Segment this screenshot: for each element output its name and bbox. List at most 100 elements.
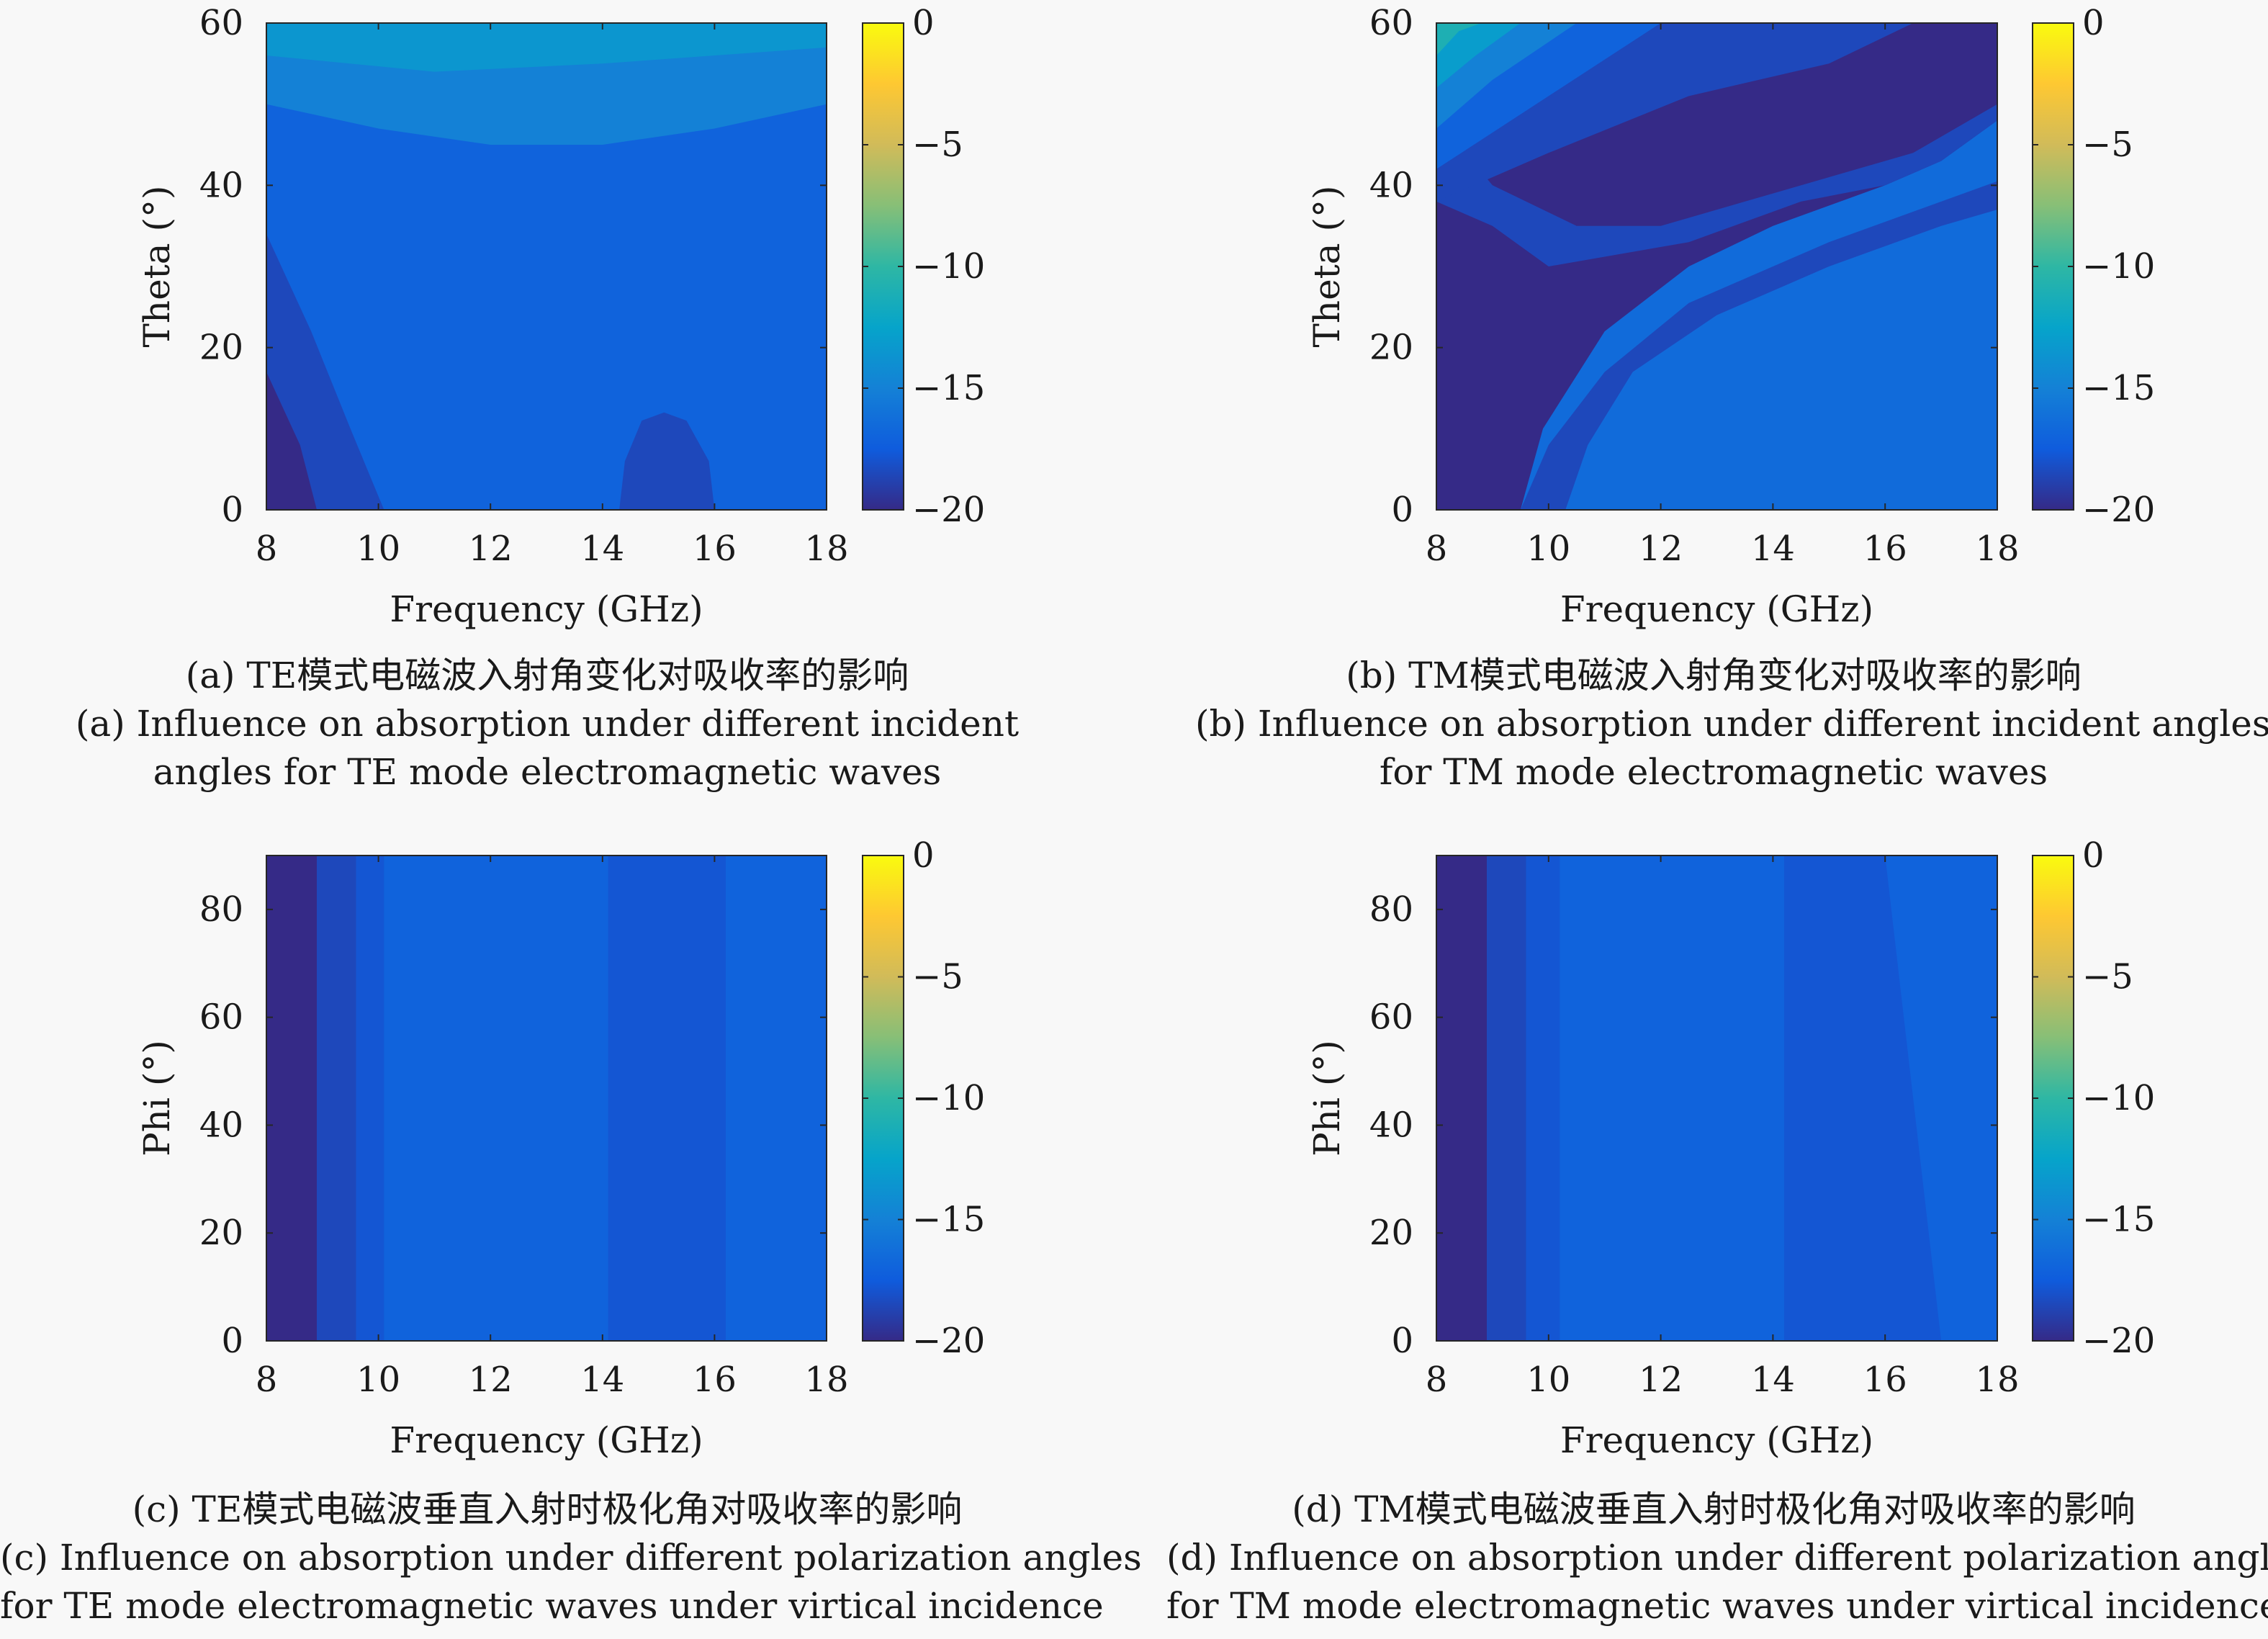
colorbar-tick-label: −20: [912, 1321, 985, 1361]
caption-c-chinese: (c) TE模式电磁波垂直入射时极化角对吸收率的影响: [132, 1488, 963, 1530]
heatmap-region: [1520, 181, 1997, 510]
caption-d-english-line2: for TM mode electromagnetic waves under …: [1166, 1585, 2268, 1627]
x-tick-label: 10: [1526, 1360, 1570, 1400]
x-axis-label: Frequency (GHz): [390, 588, 703, 630]
heatmap-region: [356, 856, 384, 1341]
y-tick-label: 0: [1391, 490, 1413, 530]
caption-b: (b) TM模式电磁波入射角变化对吸收率的影响 (b) Influence on…: [1195, 652, 2268, 796]
x-tick-label: 8: [1426, 529, 1448, 569]
heatmap-region: [1436, 23, 1521, 89]
heatmap-panel-1: 8 10 12 14 16 18 0 20 40 60 Frequency (GHz) Theta (…: [136, 3, 985, 630]
colorbar-tick-label: −20: [912, 490, 985, 530]
x-tick-label: 8: [1426, 1360, 1448, 1400]
x-tick-label: 10: [356, 1360, 400, 1400]
y-tick-label: 0: [221, 1321, 243, 1361]
plot-area: [266, 23, 827, 510]
x-tick-label: 10: [356, 529, 400, 569]
caption-b-english-line2: for TM mode electromagnetic waves: [1379, 751, 2048, 793]
heatmap-region: [619, 412, 715, 510]
plot-area: [1436, 23, 1997, 510]
plot-area: [266, 856, 827, 1341]
x-tick-label: 12: [469, 1360, 513, 1400]
x-tick-label: 18: [804, 1360, 848, 1400]
caption-d-english-line1: (d) Influence on absorption under differ…: [1166, 1537, 2268, 1579]
x-tick-label: 16: [693, 529, 737, 569]
x-tick-label: 18: [1975, 1360, 2019, 1400]
caption-c-english-line2: for TE mode electromagnetic waves under …: [0, 1585, 1104, 1627]
x-tick-label: 10: [1526, 529, 1570, 569]
colorbar-tick-label: −20: [2082, 1321, 2155, 1361]
y-tick-label: 20: [1369, 1213, 1413, 1253]
colorbar-tick-label: 0: [912, 3, 935, 43]
colorbar-tick-label: −10: [2082, 1078, 2155, 1118]
caption-d-chinese: (d) TM模式电磁波垂直入射时极化角对吸收率的影响: [1292, 1488, 2136, 1530]
y-tick-label: 80: [199, 889, 243, 930]
x-tick-label: 16: [1863, 529, 1907, 569]
heatmap-region: [608, 856, 726, 1341]
x-tick-label: 14: [580, 1360, 624, 1400]
axes-frame: [1436, 855, 1998, 1342]
colorbar-tick-label: −5: [2082, 125, 2133, 165]
caption-a-english-line2: angles for TE mode electromagnetic waves: [153, 751, 942, 793]
y-tick-label: 40: [199, 1105, 243, 1145]
axes-frame: [266, 855, 827, 1342]
heatmap-region: [266, 23, 827, 72]
heatmap-region: [1436, 23, 1482, 56]
caption-c-english-line1: (c) Influence on absorption under differ…: [0, 1537, 1142, 1579]
colorbar: [862, 855, 904, 1342]
heatmap-region: [1526, 856, 1560, 1341]
heatmap-panel-4: 8 10 12 14 16 18 0 20 40 60 80 Frequency (GHz) Phi (…: [1306, 835, 2155, 1461]
caption-a: (a) TE模式电磁波入射角变化对吸收率的影响 (a) Influence on…: [43, 652, 1051, 796]
axes-frame: [1436, 22, 1998, 511]
x-tick-label: 16: [693, 1360, 737, 1400]
colorbar-tick-label: −10: [912, 246, 985, 287]
heatmap-panel-2: 8 10 12 14 16 18 0 20 40 60 Frequency (GHz) Theta (…: [1306, 3, 2155, 630]
colorbar: [862, 22, 904, 511]
y-tick-label: 0: [1391, 1321, 1413, 1361]
colorbar-tick-label: 0: [2082, 835, 2105, 876]
x-tick-label: 18: [804, 529, 848, 569]
x-axis-label: Frequency (GHz): [1560, 588, 1873, 630]
x-tick-label: 16: [1863, 1360, 1907, 1400]
y-tick-label: 60: [199, 997, 243, 1038]
colorbar-tick-label: −15: [912, 368, 985, 408]
x-axis-label: Frequency (GHz): [390, 1419, 703, 1461]
x-tick-label: 8: [256, 529, 278, 569]
colorbar-tick-label: −5: [2082, 957, 2133, 997]
colorbar-tick-label: −20: [2082, 490, 2155, 530]
y-tick-label: 20: [199, 328, 243, 368]
y-axis-label: Phi (°): [136, 1040, 178, 1157]
colorbar-tick-label: 0: [2082, 3, 2105, 43]
y-tick-label: 40: [199, 165, 243, 205]
x-tick-label: 14: [580, 529, 624, 569]
heatmap-region: [266, 372, 317, 510]
y-tick-label: 20: [199, 1213, 243, 1253]
x-tick-label: 14: [1751, 529, 1795, 569]
x-tick-label: 8: [256, 1360, 278, 1400]
colorbar: [2032, 855, 2074, 1342]
x-tick-label: 14: [1751, 1360, 1795, 1400]
x-tick-label: 12: [1639, 529, 1683, 569]
plot-area: [1436, 856, 1997, 1341]
x-tick-label: 12: [1639, 1360, 1683, 1400]
colorbar: [2032, 22, 2074, 511]
y-tick-label: 80: [1369, 889, 1413, 930]
y-axis-label: Phi (°): [1306, 1040, 1348, 1157]
colorbar-tick-label: −10: [912, 1078, 985, 1118]
y-axis-label: Theta (°): [1306, 186, 1348, 348]
caption-c: (c) TE模式电磁波垂直入射时极化角对吸收率的影响 (c) Influence…: [0, 1486, 1142, 1630]
x-tick-label: 12: [469, 529, 513, 569]
y-tick-label: 40: [1369, 165, 1413, 205]
y-tick-label: 0: [221, 490, 243, 530]
colorbar-tick-label: −15: [912, 1200, 985, 1240]
x-tick-label: 18: [1975, 529, 2019, 569]
caption-b-chinese: (b) TM模式电磁波入射角变化对吸收率的影响: [1346, 655, 2082, 696]
heatmap-region: [266, 856, 317, 1341]
heatmap-panel-3: 8 10 12 14 16 18 0 20 40 60 80 Frequency (GHz) Phi (…: [136, 835, 985, 1461]
colorbar-tick-label: −15: [2082, 368, 2155, 408]
colorbar-tick-label: −5: [912, 125, 963, 165]
caption-a-chinese: (a) TE模式电磁波入射角变化对吸收率的影响: [185, 655, 909, 696]
heatmap-region: [1436, 856, 1488, 1341]
x-axis-label: Frequency (GHz): [1560, 1419, 1873, 1461]
